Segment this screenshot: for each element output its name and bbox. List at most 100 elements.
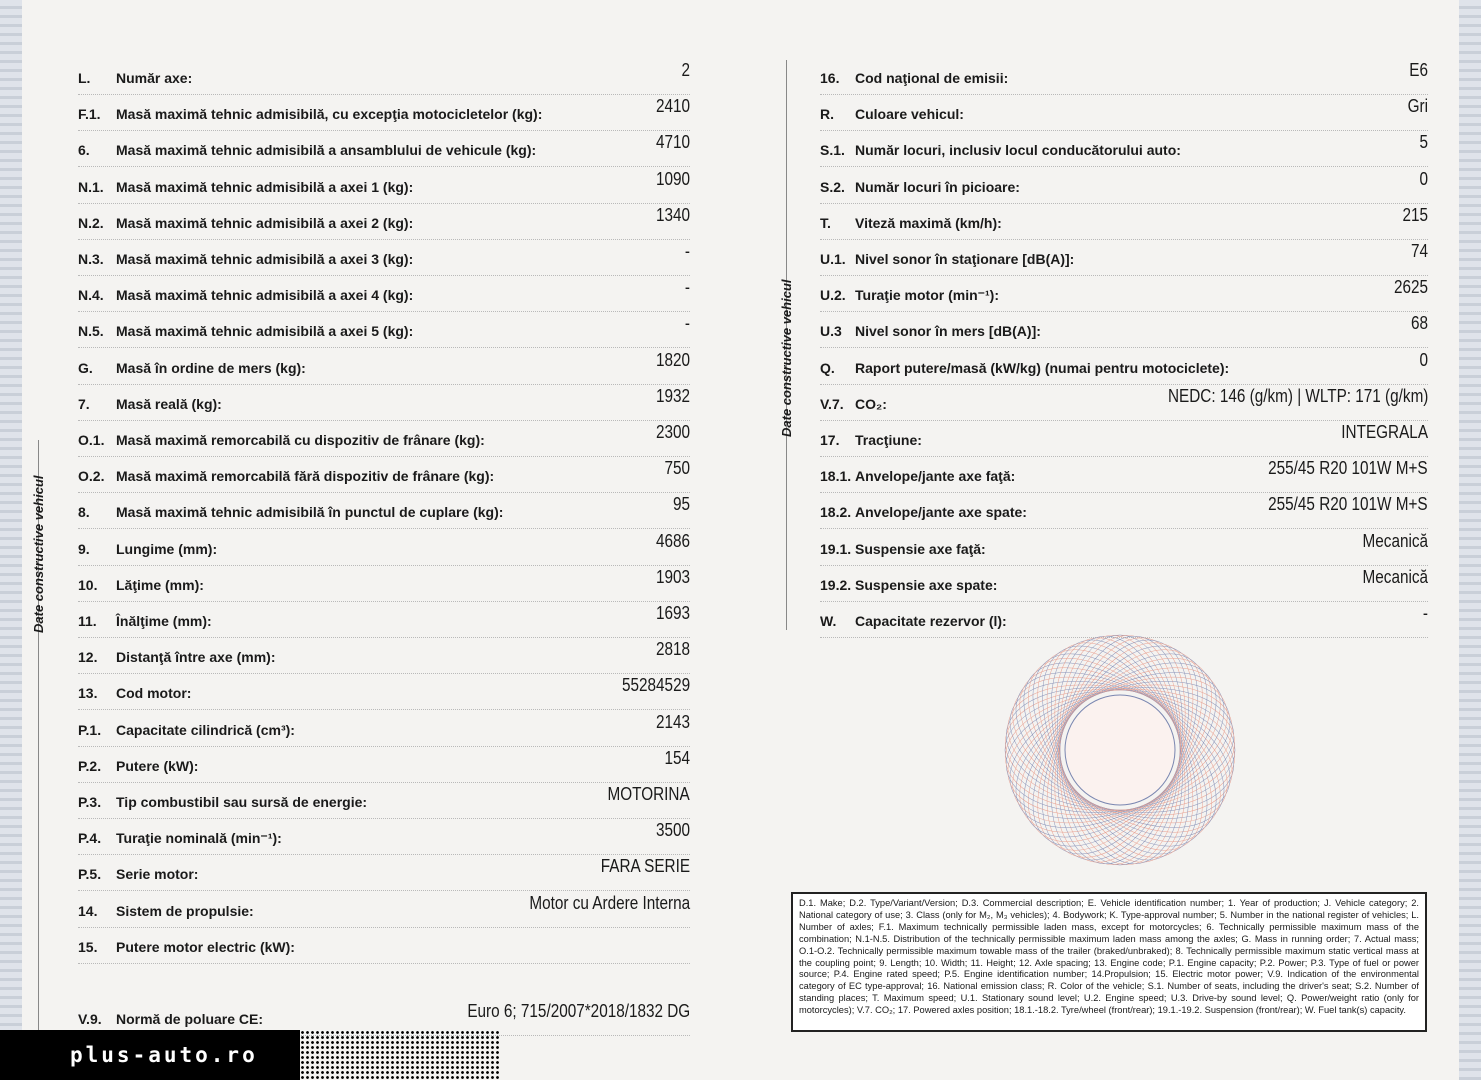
field-code: 8.	[78, 504, 90, 521]
field-value: 0	[1419, 349, 1428, 370]
field-label: Raport putere/masă (kW/kg) (numai pentru…	[855, 359, 1230, 376]
field-code: T.	[820, 214, 831, 231]
field-label: Sistem de propulsie:	[116, 902, 254, 919]
field-label: Anvelope/jante axe faţă:	[855, 468, 1016, 485]
field-row: N.3. Masă maximă tehnic admisibilă a axei…	[78, 239, 690, 276]
field-label: Număr axe:	[116, 70, 193, 86]
field-label: Lăţime (mm):	[116, 576, 204, 593]
field-row: 6. Masă maximă tehnic admisibilă a ansamb…	[78, 130, 690, 168]
field-row: 14. Sistem de propulsie: Motor cu Ardere I…	[78, 891, 690, 928]
watermark-logo: plus-auto.ro	[0, 1030, 300, 1080]
field-value: NEDC: 146 (g/km) | WLTP: 171 (g/km)	[1167, 385, 1428, 406]
field-value: -	[684, 313, 690, 334]
field-value: 2625	[1393, 277, 1428, 298]
field-code: 17.	[820, 432, 840, 448]
field-code: 12.	[78, 649, 98, 666]
field-label: Număr locuri, inclusiv locul conducătoru…	[855, 142, 1181, 159]
field-row: L. Număr axe: 2	[78, 58, 690, 95]
field-code: 19.1.	[820, 540, 852, 557]
field-code: N.4.	[78, 287, 104, 304]
field-label: Serie motor:	[116, 866, 199, 883]
field-row: P.3. Tip combustibil sau sursă de energie…	[78, 782, 690, 819]
field-label: Masă maximă remorcabilă fără dispozitiv …	[116, 468, 495, 485]
field-row: 18.1. Anvelope/jante axe faţă: 255/45 R20 …	[820, 456, 1428, 494]
field-label: Capacitate cilindrică (cm³):	[116, 721, 295, 738]
field-label: Turaţie motor (min⁻¹):	[855, 287, 1000, 304]
field-code: P.1.	[78, 721, 102, 738]
field-label: Tracţiune:	[855, 432, 922, 448]
field-label: Putere motor electric (kW):	[116, 938, 295, 955]
field-code: N.2.	[78, 214, 104, 231]
field-value: 1340	[655, 204, 690, 225]
field-row: P.4. Turaţie nominală (min⁻¹): 3500	[78, 818, 690, 856]
field-code: V.9.	[78, 1011, 102, 1027]
field-value: Motor cu Ardere Interna	[529, 892, 690, 913]
security-rosette	[1004, 634, 1236, 866]
field-row: Q. Raport putere/masă (kW/kg) (numai pent…	[820, 348, 1428, 385]
field-label: Înălţime (mm):	[116, 613, 212, 629]
field-code: P.5.	[78, 866, 102, 883]
field-label: Normă de poluare CE:	[116, 1011, 264, 1027]
field-value: MOTORINA	[607, 784, 690, 804]
field-row: N.2. Masă maximă tehnic admisibilă a axei…	[78, 203, 690, 240]
field-value: Euro 6; 715/2007*2018/1832 DG	[467, 1001, 690, 1021]
field-row: U.2. Turaţie motor (min⁻¹): 2625	[820, 275, 1428, 313]
field-row: P.2. Putere (kW): 154	[78, 746, 690, 783]
field-row: V.7. CO₂: NEDC: 146 (g/km) | WLTP: 171 (g/…	[820, 384, 1428, 421]
field-value: -	[684, 241, 690, 261]
field-value: 68	[1410, 313, 1428, 334]
field-label: Lungime (mm):	[116, 540, 218, 557]
field-code: P.2.	[78, 757, 102, 774]
field-label: CO₂:	[855, 395, 887, 412]
field-label: Masă în ordine de mers (kg):	[116, 359, 306, 376]
field-label: Masă maximă tehnic admisibilă, cu excepţ…	[116, 106, 543, 123]
field-value: E6	[1409, 60, 1428, 80]
field-code: R.	[820, 106, 834, 123]
side-label-left: Date constructive vehicul	[31, 475, 46, 634]
field-row: S.2. Număr locuri în picioare: 0	[820, 167, 1428, 204]
field-code: G.	[78, 359, 93, 376]
field-row: 12. Distanţă între axe (mm): 2818	[78, 637, 690, 675]
field-value: 95	[672, 494, 690, 515]
field-code: O.1.	[78, 432, 105, 448]
field-row: O.1. Masă maximă remorcabilă cu dispoziti…	[78, 420, 690, 457]
field-value: 255/45 R20 101W M+S	[1268, 458, 1428, 479]
field-value: 4686	[655, 530, 690, 551]
field-value: 3500	[655, 820, 690, 841]
field-row: 19.2. Suspensie axe spate: Mecanică	[820, 565, 1428, 602]
field-row: R. Culoare vehicul: Gri	[820, 94, 1428, 132]
field-value: 4710	[655, 132, 690, 153]
field-label: Masă maximă tehnic admisibilă a axei 2 (…	[116, 214, 414, 231]
field-label: Masă maximă tehnic admisibilă în punctul…	[116, 504, 504, 521]
field-label: Cod motor:	[116, 685, 192, 702]
field-code: N.5.	[78, 323, 104, 340]
field-row: 18.2. Anvelope/jante axe spate: 255/45 R20…	[820, 492, 1428, 530]
field-code: 10.	[78, 576, 98, 593]
halftone-decoration	[300, 1030, 500, 1080]
field-label: Turaţie nominală (min⁻¹):	[116, 830, 282, 847]
field-label: Culoare vehicul:	[855, 106, 964, 123]
guilloche-line	[1005, 689, 1235, 811]
page-edge-right	[1459, 0, 1481, 1080]
field-label: Nivel sonor în staţionare [dB(A)]:	[855, 251, 1075, 267]
field-row: 19.1. Suspensie axe faţă: Mecanică	[820, 529, 1428, 566]
side-label-right: Date constructive vehicul	[779, 279, 794, 438]
field-code: Q.	[820, 359, 835, 376]
field-label: Masă maximă tehnic admisibilă a ansamblu…	[116, 142, 537, 159]
legend-box: D.1. Make; D.2. Type/Variant/Version; D.…	[791, 892, 1427, 1032]
field-code: 9.	[78, 540, 90, 557]
field-code: L.	[78, 70, 91, 86]
field-row: 13. Cod motor: 55284529	[78, 673, 690, 711]
field-code: O.2.	[78, 468, 105, 485]
field-code: W.	[820, 613, 837, 629]
field-row: N.1. Masă maximă tehnic admisibilă a axei…	[78, 167, 690, 204]
field-value: 74	[1410, 241, 1428, 261]
field-code: U.1.	[820, 251, 846, 267]
field-label: Masă maximă remorcabilă cu dispozitiv de…	[116, 432, 485, 448]
field-row: 8. Masă maximă tehnic admisibilă în punct…	[78, 492, 690, 530]
field-label: Viteză maximă (km/h):	[855, 214, 1002, 231]
field-label: Capacitate rezervor (l):	[855, 613, 1007, 629]
field-code: P.4.	[78, 830, 102, 847]
field-code: 18.1.	[820, 468, 852, 485]
field-label: Masă maximă tehnic admisibilă a axei 4 (…	[116, 287, 414, 304]
